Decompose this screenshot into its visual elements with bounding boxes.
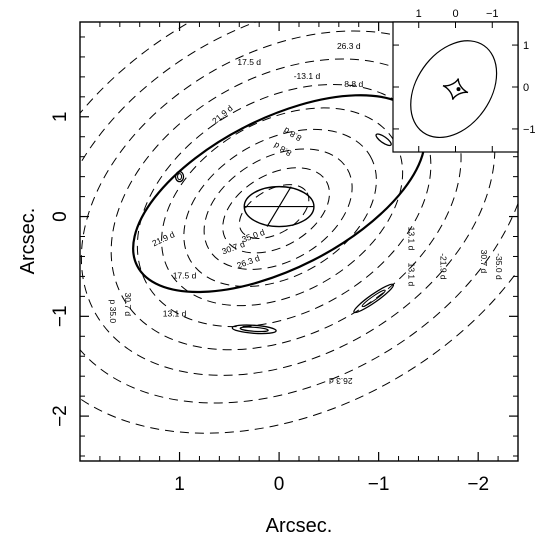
y-tick-label: 0: [50, 211, 71, 222]
image-feature: [174, 170, 185, 183]
contour-label: 30.7 d: [123, 293, 133, 317]
contour-label: 26.3 d: [337, 41, 361, 51]
inset-x-tick-label: −1: [486, 8, 499, 20]
caustic-axis-v: [266, 186, 292, 227]
inset-frame: [392, 21, 519, 153]
contour-label: 13.1 d: [163, 308, 187, 318]
delay-contour: [203, 148, 353, 270]
inset-source-point: [456, 87, 461, 92]
x-tick-label: 0: [274, 474, 285, 495]
inset-x-tick-label: 0: [452, 8, 458, 20]
contour-label: 13.1 d: [407, 263, 417, 287]
contour-label: 13.1 d: [407, 227, 417, 251]
contour-label: 17.5 d: [237, 57, 261, 67]
inset-x-tick-label: 1: [416, 8, 422, 20]
delay-contour: [80, 22, 518, 434]
axis-ticks: 1 0 −1 −2 1 0 −1 −2: [50, 22, 519, 495]
contour-label: 8.8 d: [344, 79, 363, 89]
image-feature: [375, 133, 392, 147]
contour-label: 35.0 d: [240, 227, 266, 245]
inset-y-tick-label: 0: [523, 82, 529, 94]
contour-label: p 35.0: [108, 300, 118, 324]
y-axis-label: Arcsec.: [17, 208, 39, 275]
contour-label: -13.1 d: [294, 71, 321, 81]
delay-contour: [183, 128, 377, 288]
image-feature-inner: [361, 289, 386, 308]
contour-label: 30.7 d: [479, 250, 489, 274]
image-feature-inner: [177, 173, 183, 181]
delay-contour: [238, 184, 310, 239]
image-feature-inner: [239, 326, 269, 333]
contour-label: 26.3 d: [329, 376, 353, 386]
delay-contour: [222, 167, 330, 254]
contour-label: 30.7 d: [220, 239, 246, 257]
x-axis-label: Arcsec.: [266, 515, 333, 537]
x-tick-label: −2: [467, 474, 489, 495]
contour-label: 26.3 d: [235, 253, 261, 271]
contour-label: 8.8 d: [272, 140, 294, 158]
y-tick-label: −2: [50, 405, 71, 427]
inset-panel: 1 0 −1 1 0 −1: [392, 8, 536, 153]
x-tick-label: −1: [368, 474, 390, 495]
image-feature: [231, 324, 277, 335]
inset-astroid-caustic: [442, 78, 469, 100]
inset-critical-curve: [410, 40, 498, 139]
contour-label: 17.5 d: [173, 270, 197, 280]
contour-label: 21.9 d: [210, 103, 235, 126]
x-tick-label: 1: [174, 474, 185, 495]
contour-label: 8.8 d: [282, 125, 304, 143]
image-feature: [353, 283, 395, 314]
y-tick-label: −1: [50, 305, 71, 327]
contour-label: 21.9 d: [151, 229, 177, 248]
inset-y-tick-label: 1: [523, 40, 529, 52]
inset-y-tick-label: −1: [523, 124, 536, 136]
contour-label: -21.9 d: [438, 253, 448, 280]
contour-label: -35.0 d: [494, 253, 504, 280]
y-tick-label: 1: [50, 111, 71, 122]
